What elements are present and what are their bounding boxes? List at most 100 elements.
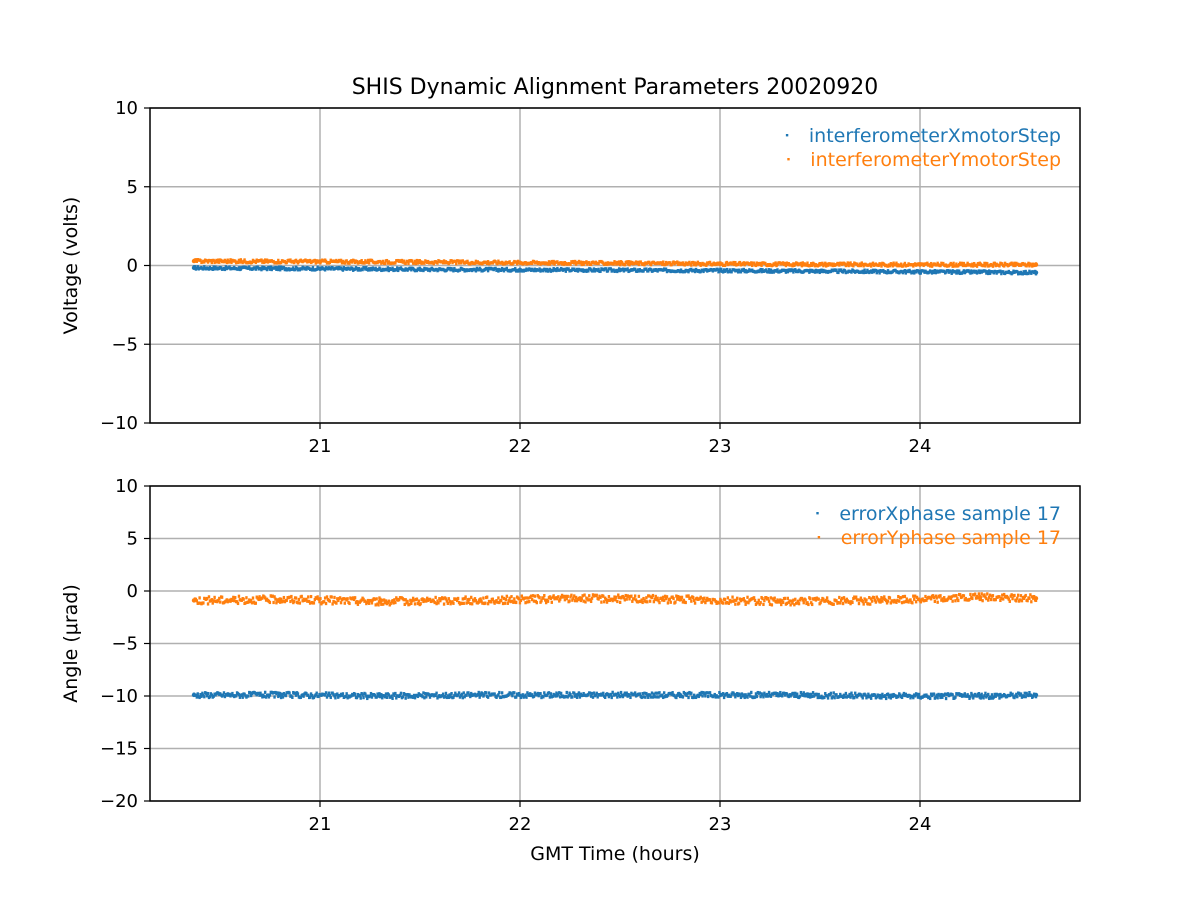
data-sample [848, 692, 851, 697]
data-sample [734, 695, 737, 699]
data-sample [950, 262, 953, 267]
data-sample [720, 599, 723, 603]
data-sample [990, 693, 994, 697]
data-sample [751, 263, 754, 268]
data-sample [224, 265, 228, 269]
data-sample [428, 269, 432, 273]
data-sample [672, 596, 675, 601]
data-sample [404, 598, 407, 602]
data-sample [584, 600, 587, 604]
data-sample [708, 598, 712, 602]
data-sample [640, 598, 643, 602]
data-sample [993, 692, 996, 696]
data-sample [1024, 593, 1027, 598]
data-sample [518, 693, 522, 698]
data-sample [403, 602, 406, 607]
data-sample [698, 261, 701, 266]
data-sample [984, 595, 987, 599]
data-sample [215, 258, 218, 262]
data-sample [336, 692, 339, 696]
data-sample [249, 598, 253, 602]
data-sample [559, 691, 563, 695]
data-sample [329, 695, 332, 700]
data-sample [278, 265, 281, 269]
data-sample [292, 266, 295, 270]
data-sample [753, 695, 757, 699]
x-tick-label: 22 [509, 436, 532, 457]
data-sample [652, 692, 656, 696]
data-sample [933, 599, 937, 604]
data-sample [266, 693, 270, 697]
data-sample [379, 695, 382, 699]
data-sample [276, 266, 279, 270]
data-sample [590, 596, 594, 600]
data-sample [590, 692, 594, 696]
data-sample [551, 269, 554, 273]
data-sample [844, 600, 848, 604]
data-sample [406, 692, 409, 697]
data-sample [453, 693, 456, 698]
data-sample [374, 266, 377, 270]
data-sample [396, 266, 399, 270]
data-sample [766, 270, 770, 274]
data-sample [832, 602, 835, 606]
data-sample [324, 691, 328, 695]
data-sample [1021, 272, 1025, 276]
panel-1: 21 22 23 24 10 5 0 −5 −10 Voltage (volts) interfer… [60, 98, 1081, 457]
data-sample [1018, 598, 1022, 602]
data-sample [943, 596, 946, 600]
data-sample [556, 597, 559, 601]
data-sample [417, 599, 420, 603]
data-sample [194, 258, 198, 262]
data-sample [569, 595, 572, 599]
data-sample [735, 598, 738, 602]
data-sample [582, 262, 585, 266]
data-sample [761, 597, 764, 601]
data-sample [558, 599, 561, 603]
y-tick-label: −10 [100, 413, 138, 434]
data-sample [750, 690, 753, 695]
data-sample [391, 696, 394, 701]
data-sample [496, 600, 499, 604]
data-sample [533, 691, 537, 695]
data-sample [614, 598, 617, 602]
data-sample [841, 695, 845, 699]
data-sample [710, 601, 714, 605]
data-sample [305, 267, 308, 271]
data-sample [782, 691, 786, 695]
data-sample [847, 264, 850, 268]
data-sample [615, 595, 618, 599]
data-sample [421, 597, 424, 601]
data-sample [327, 691, 331, 695]
data-sample [380, 693, 383, 697]
data-sample [353, 692, 357, 696]
data-sample [676, 260, 679, 264]
data-sample [454, 691, 457, 695]
data-sample [747, 601, 750, 605]
data-sample [908, 693, 911, 698]
data-sample [858, 598, 862, 602]
data-sample [869, 602, 872, 606]
data-sample [609, 692, 612, 697]
data-sample [932, 270, 936, 275]
data-sample [497, 596, 500, 600]
data-sample [791, 264, 794, 268]
data-sample [238, 695, 242, 699]
data-sample [982, 696, 985, 700]
data-sample [837, 261, 840, 266]
data-sample [448, 260, 451, 265]
data-sample [759, 601, 762, 605]
data-sample [310, 693, 314, 698]
data-sample [930, 271, 934, 275]
data-sample [862, 602, 865, 606]
data-sample [636, 260, 640, 264]
data-sample [530, 598, 534, 602]
data-sample [811, 691, 815, 695]
data-sample [791, 268, 794, 272]
data-sample [860, 694, 863, 698]
data-sample [932, 692, 936, 696]
data-sample [863, 597, 866, 601]
data-sample [229, 599, 232, 603]
data-sample [1025, 691, 1028, 695]
y-tick-label: 10 [115, 98, 138, 119]
